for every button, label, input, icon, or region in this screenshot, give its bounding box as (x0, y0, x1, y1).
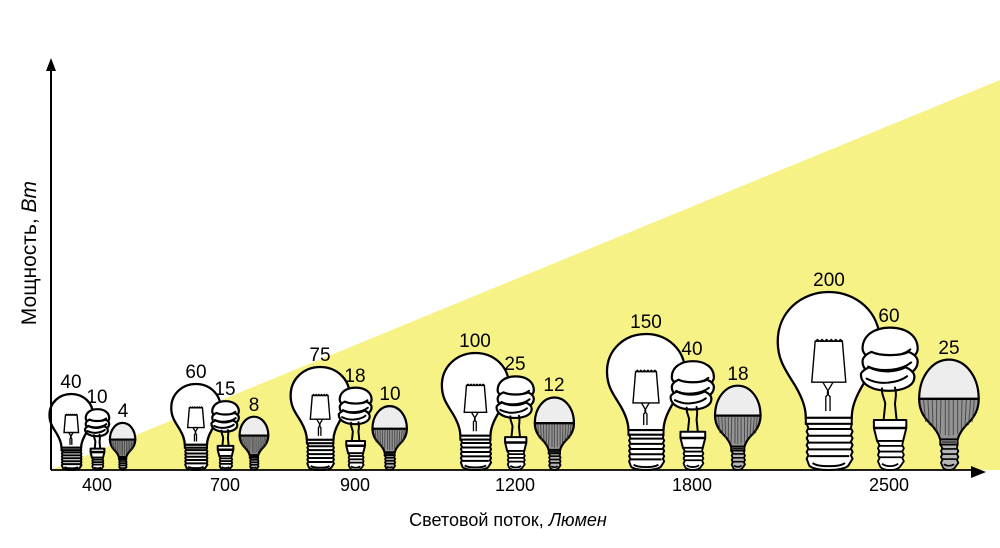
svg-text:2500: 2500 (869, 475, 909, 495)
svg-text:25: 25 (938, 338, 959, 359)
svg-text:1800: 1800 (672, 475, 712, 495)
svg-text:100: 100 (459, 331, 491, 352)
svg-text:200: 200 (813, 270, 845, 291)
svg-text:60: 60 (185, 362, 206, 383)
svg-text:18: 18 (344, 366, 365, 387)
svg-text:75: 75 (309, 345, 330, 366)
svg-text:12: 12 (543, 375, 564, 396)
svg-text:10: 10 (379, 384, 400, 405)
svg-text:400: 400 (82, 475, 112, 495)
svg-text:40: 40 (681, 339, 702, 360)
svg-text:60: 60 (878, 306, 899, 327)
svg-text:25: 25 (504, 354, 525, 375)
svg-text:15: 15 (214, 379, 235, 400)
svg-text:900: 900 (340, 475, 370, 495)
svg-text:Световой поток, Люмен: Световой поток, Люмен (409, 510, 607, 530)
svg-text:10: 10 (86, 387, 107, 408)
svg-text:4: 4 (118, 401, 129, 422)
svg-text:40: 40 (60, 372, 81, 393)
svg-text:18: 18 (727, 364, 748, 385)
svg-text:8: 8 (249, 395, 260, 416)
svg-text:700: 700 (210, 475, 240, 495)
svg-text:1200: 1200 (495, 475, 535, 495)
svg-text:150: 150 (630, 312, 662, 333)
